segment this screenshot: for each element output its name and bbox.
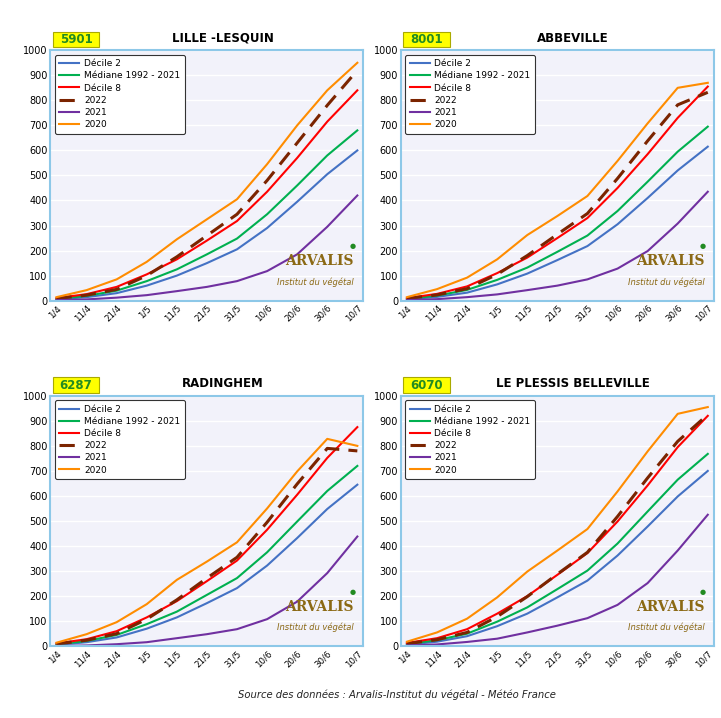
Text: LE PLESSIS BELLEVILLE: LE PLESSIS BELLEVILLE <box>496 377 650 390</box>
Text: 8001: 8001 <box>410 33 443 46</box>
Text: 5901: 5901 <box>60 33 92 46</box>
Text: ARVALIS: ARVALIS <box>286 600 354 614</box>
Text: ABBEVILLE: ABBEVILLE <box>537 32 609 45</box>
Text: ARVALIS: ARVALIS <box>286 254 354 268</box>
Text: ARVALIS: ARVALIS <box>636 600 704 614</box>
Text: ●: ● <box>700 589 706 595</box>
Text: ARVALIS: ARVALIS <box>636 254 704 268</box>
Legend: Décile 2, Médiane 1992 - 2021, Décile 8, 2022, 2021, 2020: Décile 2, Médiane 1992 - 2021, Décile 8,… <box>55 401 185 479</box>
Text: 6070: 6070 <box>410 378 443 391</box>
Text: Institut du végétal: Institut du végétal <box>277 277 354 287</box>
Text: Institut du végétal: Institut du végétal <box>277 623 354 633</box>
Text: LILLE -LESQUIN: LILLE -LESQUIN <box>172 32 273 45</box>
Legend: Décile 2, Médiane 1992 - 2021, Décile 8, 2022, 2021, 2020: Décile 2, Médiane 1992 - 2021, Décile 8,… <box>405 401 535 479</box>
Text: Institut du végétal: Institut du végétal <box>628 277 704 287</box>
Text: 6287: 6287 <box>60 378 92 391</box>
Legend: Décile 2, Médiane 1992 - 2021, Décile 8, 2022, 2021, 2020: Décile 2, Médiane 1992 - 2021, Décile 8,… <box>405 55 535 134</box>
Text: Institut du végétal: Institut du végétal <box>628 623 704 633</box>
Text: ●: ● <box>700 243 706 249</box>
Text: RADINGHEM: RADINGHEM <box>182 377 263 390</box>
Text: ●: ● <box>350 243 355 249</box>
Text: Source des données : Arvalis-Institut du végétal - Météo France: Source des données : Arvalis-Institut du… <box>238 689 555 700</box>
Legend: Décile 2, Médiane 1992 - 2021, Décile 8, 2022, 2021, 2020: Décile 2, Médiane 1992 - 2021, Décile 8,… <box>55 55 185 134</box>
Text: ●: ● <box>350 589 355 595</box>
